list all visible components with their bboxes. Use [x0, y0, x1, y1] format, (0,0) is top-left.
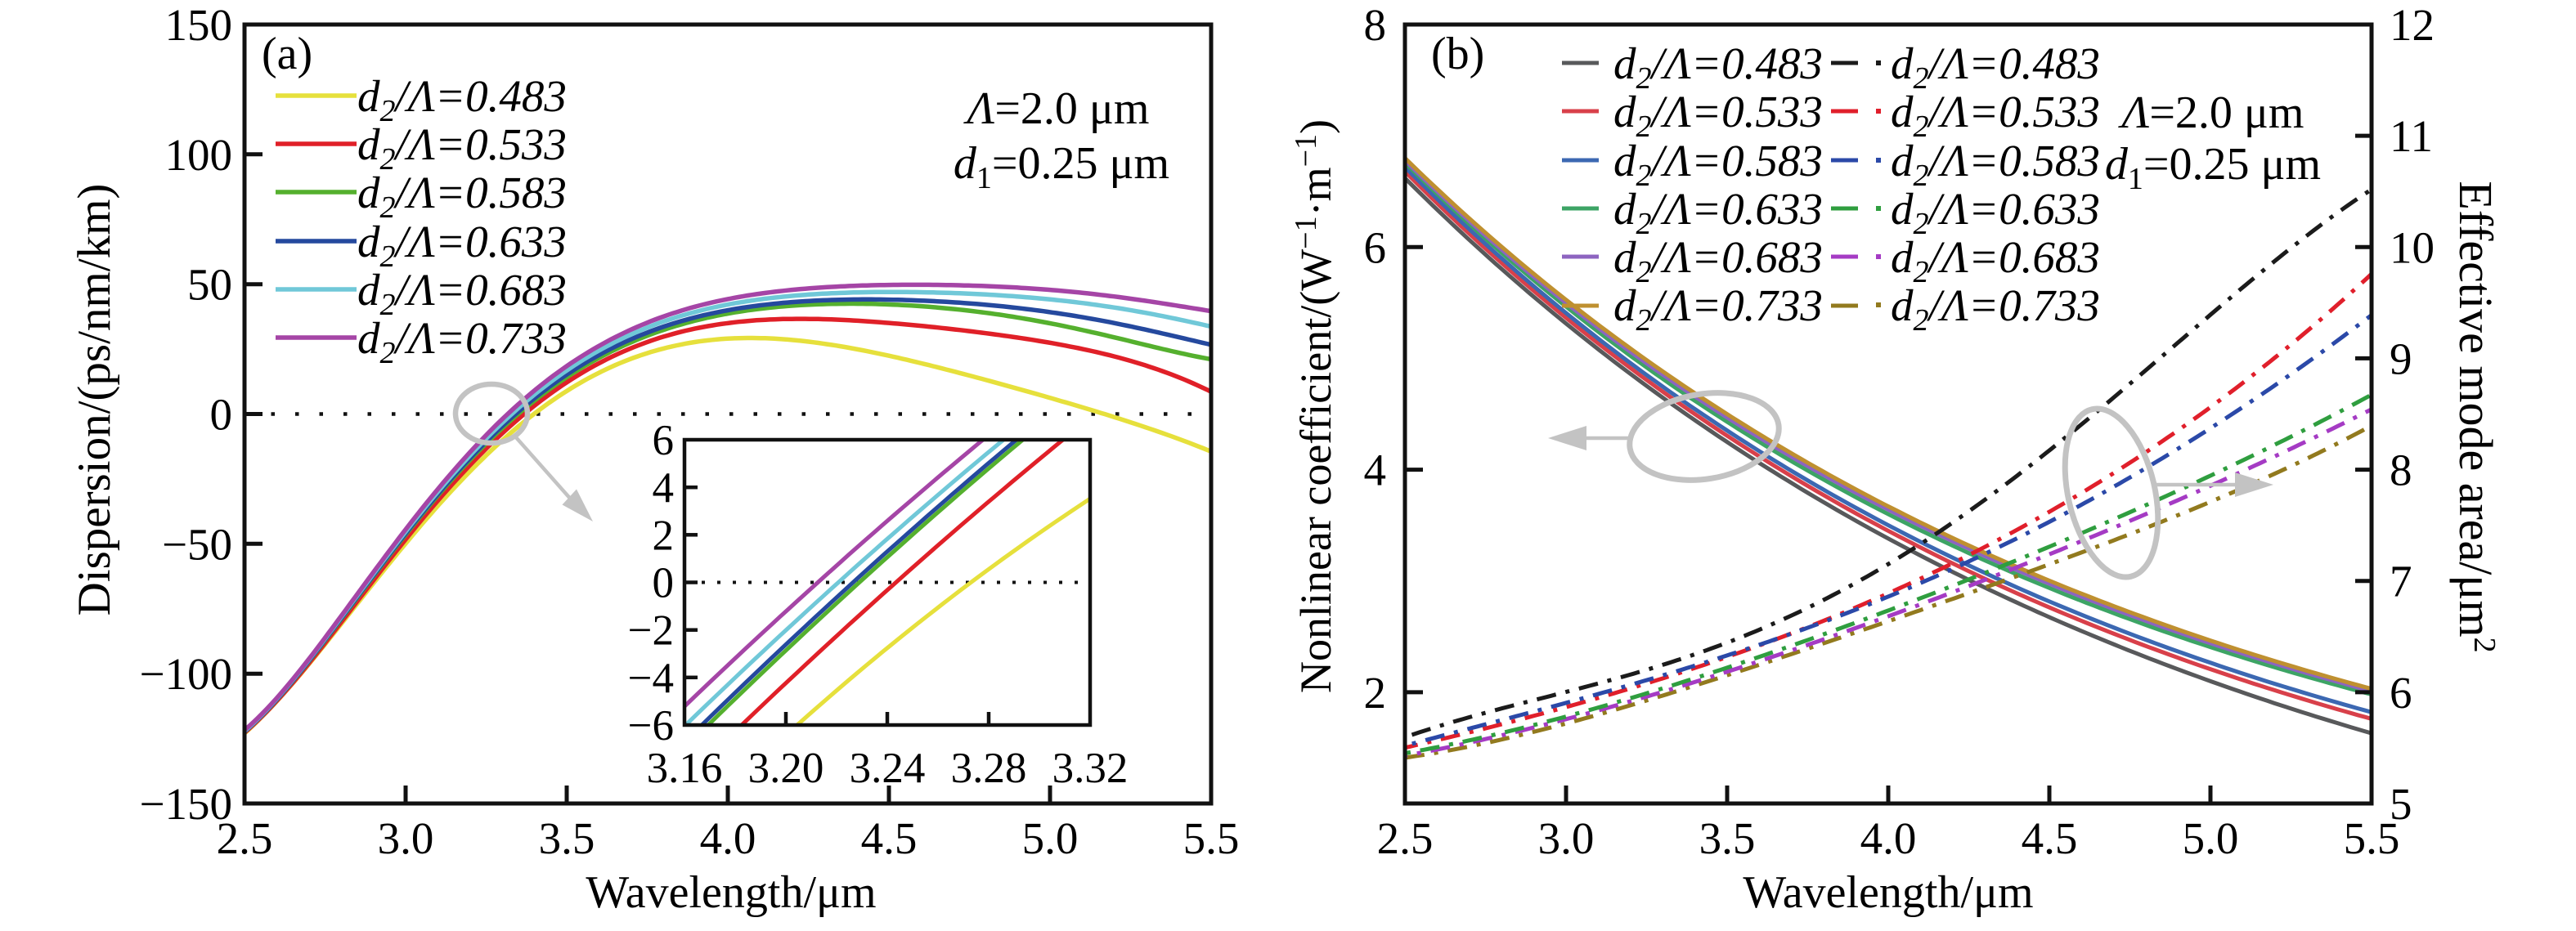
svg-text:Wavelength/μm: Wavelength/μm: [586, 867, 876, 918]
svg-text:(a): (a): [262, 29, 312, 79]
svg-text:−100: −100: [139, 649, 232, 699]
svg-text:9: 9: [2390, 333, 2412, 383]
svg-text:6: 6: [1364, 222, 1387, 272]
svg-text:0: 0: [210, 390, 233, 440]
svg-text:6: 6: [2390, 668, 2412, 718]
svg-text:−6: −6: [628, 702, 674, 750]
svg-text:5.0: 5.0: [1022, 813, 1079, 863]
svg-text:d2/Λ=0.483: d2/Λ=0.483: [1613, 38, 1823, 96]
svg-text:50: 50: [187, 260, 232, 310]
svg-text:5.5: 5.5: [2344, 813, 2400, 863]
svg-text:7: 7: [2390, 557, 2412, 606]
svg-text:8: 8: [1364, 0, 1387, 50]
svg-text:10: 10: [2390, 222, 2435, 272]
svg-text:4.5: 4.5: [2022, 813, 2078, 863]
svg-text:2: 2: [653, 512, 675, 559]
svg-text:3.28: 3.28: [951, 745, 1027, 792]
svg-text:8: 8: [2390, 445, 2412, 495]
svg-text:12: 12: [2390, 0, 2435, 50]
svg-text:(b): (b): [1431, 29, 1484, 79]
svg-text:−2: −2: [628, 607, 674, 655]
svg-text:5.0: 5.0: [2183, 813, 2239, 863]
svg-text:Effective mode area/μm2: Effective mode area/μm2: [2449, 181, 2502, 652]
svg-text:3.0: 3.0: [1538, 813, 1595, 863]
svg-text:150: 150: [165, 0, 233, 50]
svg-text:−50: −50: [162, 519, 232, 569]
svg-text:11: 11: [2390, 111, 2433, 161]
svg-text:d2/Λ=0.683: d2/Λ=0.683: [1613, 232, 1823, 289]
svg-text:100: 100: [165, 130, 233, 180]
svg-text:Nonlinear coefficient/(W−1·m−1: Nonlinear coefficient/(W−1·m−1): [1289, 119, 1340, 693]
svg-text:d1=0.25 μm: d1=0.25 μm: [2105, 139, 2321, 196]
svg-text:Dispersion/(ps/nm/km): Dispersion/(ps/nm/km): [69, 184, 120, 616]
svg-text:d2/Λ=0.633: d2/Λ=0.633: [357, 217, 567, 274]
svg-text:3.16: 3.16: [647, 745, 723, 792]
svg-text:0: 0: [653, 560, 675, 607]
svg-text:5.5: 5.5: [1183, 813, 1240, 863]
svg-text:d2/Λ=0.533: d2/Λ=0.533: [1613, 87, 1823, 144]
svg-text:Λ=2.0 μm: Λ=2.0 μm: [963, 83, 1150, 134]
svg-text:2.5: 2.5: [217, 813, 273, 863]
svg-text:d2/Λ=0.733: d2/Λ=0.733: [1613, 280, 1823, 338]
svg-text:3.24: 3.24: [850, 745, 926, 792]
svg-text:3.5: 3.5: [1699, 813, 1756, 863]
svg-text:4.5: 4.5: [861, 813, 918, 863]
svg-text:Wavelength/μm: Wavelength/μm: [1743, 867, 2033, 918]
svg-text:d1=0.25 μm: d1=0.25 μm: [954, 138, 1169, 195]
svg-text:3.20: 3.20: [748, 745, 824, 792]
svg-text:2: 2: [1364, 668, 1387, 718]
svg-text:6: 6: [653, 417, 675, 464]
svg-text:d2/Λ=0.483: d2/Λ=0.483: [357, 71, 567, 128]
svg-text:−150: −150: [139, 779, 232, 829]
svg-text:2.5: 2.5: [1377, 813, 1434, 863]
svg-text:Λ=2.0 μm: Λ=2.0 μm: [2118, 87, 2304, 138]
svg-text:3.0: 3.0: [378, 813, 434, 863]
svg-text:4: 4: [1364, 445, 1387, 495]
svg-text:3.32: 3.32: [1052, 745, 1129, 792]
svg-text:d2/Λ=0.683: d2/Λ=0.683: [1891, 232, 2100, 289]
svg-text:−4: −4: [628, 655, 674, 702]
svg-text:4.0: 4.0: [700, 813, 756, 863]
svg-text:4: 4: [653, 464, 675, 512]
svg-text:3.5: 3.5: [539, 813, 595, 863]
svg-text:4.0: 4.0: [1860, 813, 1917, 863]
svg-text:d2/Λ=0.533: d2/Λ=0.533: [1891, 87, 2100, 144]
svg-text:5: 5: [2390, 779, 2412, 829]
